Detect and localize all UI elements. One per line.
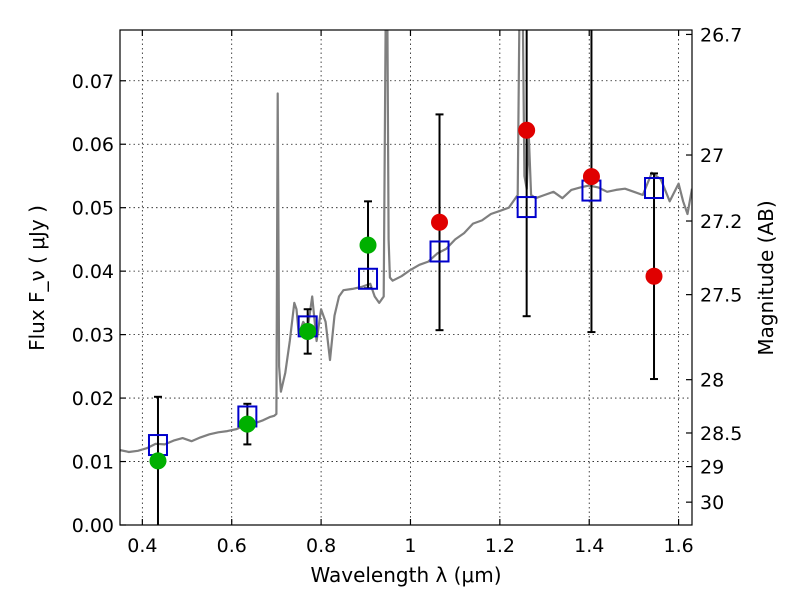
axes: 0.4 0.6 0.8 1 1.2 1.4 1.6 0.00 0.01 0.02 0.03 0.04 0… xyxy=(72,24,743,557)
y-tick-label: 0.04 xyxy=(72,261,114,283)
y2-axis-title: Magnitude (AB) xyxy=(754,200,778,355)
y2-tick-label: 27 xyxy=(700,145,724,167)
y-axis-title: Flux F_ν ( μJy ) xyxy=(25,205,49,351)
x-tick-label: 1 xyxy=(404,535,416,557)
y-tick-label: 0.03 xyxy=(72,325,114,347)
y-tick-label: 0.02 xyxy=(72,388,114,410)
x-tick-label: 0.8 xyxy=(306,535,336,557)
markers xyxy=(147,121,665,470)
observed-flux-point xyxy=(645,267,663,285)
y-tick-label: 0.06 xyxy=(72,134,114,156)
observed-flux-point xyxy=(359,236,377,254)
x-tick-label: 1.6 xyxy=(663,535,693,557)
x-tick-label: 0.6 xyxy=(217,535,247,557)
plot-frame xyxy=(119,29,693,526)
observed-flux-point xyxy=(238,415,256,433)
model-band-square xyxy=(644,177,665,200)
model-band-square xyxy=(358,267,379,290)
x-tick-label: 1.4 xyxy=(574,535,604,557)
y2-tick-label: 27.5 xyxy=(700,285,742,307)
y2-tick-label: 27.2 xyxy=(700,211,742,233)
observed-flux-point xyxy=(582,168,600,186)
y2-tick-label: 28 xyxy=(700,370,724,392)
y2-tick-label: 28.5 xyxy=(700,423,742,445)
model-band-square xyxy=(429,240,450,263)
y-tick-label: 0.05 xyxy=(72,198,114,220)
observed-flux-point xyxy=(149,452,167,470)
observed-flux-point xyxy=(518,121,536,139)
observed-flux-point xyxy=(431,213,449,231)
y2-tick-label: 26.7 xyxy=(700,24,742,46)
y-tick-label: 0.07 xyxy=(72,71,114,93)
y2-tick-label: 30 xyxy=(700,492,724,514)
y-tick-label: 0.00 xyxy=(72,515,114,537)
model-band-square xyxy=(516,196,537,219)
x-axis-title: Wavelength λ (μm) xyxy=(310,563,501,587)
y2-tick-label: 29 xyxy=(700,457,724,479)
x-tick-label: 0.4 xyxy=(127,535,157,557)
grid xyxy=(120,30,692,526)
observed-flux-point xyxy=(299,322,317,340)
y-tick-label: 0.01 xyxy=(72,452,114,474)
x-tick-label: 1.2 xyxy=(485,535,515,557)
error-bars xyxy=(153,30,659,525)
plot-area xyxy=(120,30,692,454)
model-spectrum-line xyxy=(120,30,692,454)
